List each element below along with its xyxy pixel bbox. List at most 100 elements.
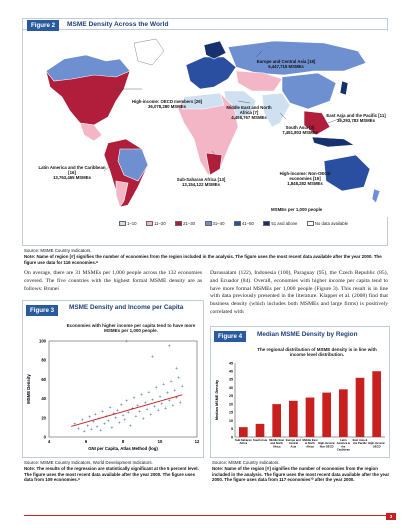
bar (289, 400, 298, 437)
legend-label: 41–50 (241, 221, 254, 227)
scatter-point: + (116, 408, 119, 413)
y-tick-label: 25 (229, 394, 233, 398)
body-text-right: Darussalam (122), Indonesia (100), Parag… (210, 270, 388, 315)
region-name: East Asia and the Pacific [11] (326, 113, 386, 118)
page-number: 3 (386, 513, 396, 520)
figure4-tag: Figure 4 (214, 331, 247, 342)
figure3-source: Source: MSME Country Indicators, World D… (24, 460, 153, 465)
southern-africa-shape (205, 152, 223, 176)
scatter-point: + (107, 418, 110, 423)
japan-shape (339, 80, 349, 96)
figure2-note: Note: Name of region [#] signifies the n… (24, 253, 382, 265)
legend-item: 51 and above (263, 221, 297, 227)
indonesia-shape (311, 136, 355, 148)
scatter-point: + (168, 398, 171, 403)
south-asia-shape (261, 92, 291, 128)
bar (355, 377, 365, 437)
se-asia-shape (303, 110, 331, 136)
mexico-shape (79, 122, 103, 142)
scatter-point: + (158, 394, 161, 399)
scatter-point: + (95, 424, 98, 429)
russia-shape (227, 40, 367, 76)
scatter-point: + (101, 408, 104, 413)
china-shape (281, 72, 337, 110)
y-tick-label: 20 (229, 402, 233, 406)
legend-label: No data available (314, 221, 349, 227)
scatter-point: + (164, 406, 167, 411)
greenland-shape (133, 38, 165, 66)
y-tick-label: 20 (41, 415, 46, 420)
region-value: 4,498,767 MSMEs (231, 115, 267, 120)
scatter-point: + (171, 403, 174, 408)
scatter-point: + (153, 404, 156, 409)
new-zealand-shape (371, 188, 381, 204)
label-latin-america: Latin America and the Caribbean [16] 13,… (35, 165, 109, 180)
scatter-point: + (177, 375, 180, 380)
label-non-oecd: High-income: Non-OECD economies [19] 1,8… (275, 171, 335, 186)
scatter-point: + (81, 417, 84, 422)
scatter-point: + (105, 413, 108, 418)
plot-area (48, 340, 198, 438)
figure4-bar-chart: 0 5 10 15 20 25 30 35 40 45 Sub-Saharan AfricaSouth… (215, 361, 385, 451)
category-label: Middle East & North Africa (303, 438, 318, 448)
scatter-point: + (144, 400, 147, 405)
brazil-shape (117, 148, 149, 182)
legend-label: 21–30 (183, 221, 196, 227)
region-value: 39,293,783 MSMEs (337, 118, 375, 123)
legend-item: 41–50 (233, 221, 254, 227)
category-label: Middle East and North Africa (269, 438, 284, 448)
figure2-caption: Source: MSME Country Indicators. Note: N… (24, 248, 388, 265)
scatter-point: + (156, 408, 159, 413)
y-tick-label: 35 (229, 378, 233, 382)
bar (255, 423, 265, 437)
legend-swatch (233, 221, 241, 227)
x-tick-label: 8 (122, 439, 125, 444)
scatter-point: + (127, 409, 130, 414)
scandinavia-shape (203, 40, 227, 60)
scatter-point: + (136, 403, 139, 408)
bar (272, 404, 281, 437)
scatter-point: + (94, 411, 97, 416)
label-mena: Middle East and North Africa [7] 4,498,7… (221, 105, 277, 120)
legend-label: 11–20 (154, 221, 166, 227)
legend-item: 1–10 (119, 221, 137, 227)
y-tick-label: 30 (229, 386, 233, 390)
legend-swatch (175, 221, 183, 227)
scatter-point: + (179, 400, 182, 405)
category-label: Europe and Central Asia (286, 438, 301, 448)
scatter-point: + (175, 365, 178, 370)
y-tick-label: 40 (41, 396, 46, 401)
figure4: Figure 4 Median MSME Density by Region T… (210, 326, 390, 458)
y-axis-label: MSME Density (26, 374, 31, 404)
scatter-point: + (99, 428, 102, 433)
argentina-shape (115, 180, 129, 208)
bar (239, 427, 248, 437)
scatter-point: + (166, 390, 169, 395)
map-legend-title: MSMEs per 1,000 people (271, 207, 323, 212)
legend-item: No data available (306, 221, 349, 227)
y-tick-label: 40 (229, 370, 233, 374)
x-tick-label: 10 (158, 439, 163, 444)
y-tick-label: 0 (231, 435, 233, 439)
scatter-point: + (132, 395, 135, 400)
label-east-asia: East Asia and the Pacific [11] 39,293,78… (323, 113, 389, 123)
figure3-subtitle: Economies with higher income per capita … (66, 323, 196, 334)
scatter-point: + (151, 354, 154, 359)
figure2-header: Figure 2 MSME Density Across the World (23, 19, 387, 31)
figure4-source: Source: MSME Country Indicators. (212, 460, 280, 465)
legend-item: 31–40 (204, 221, 224, 227)
australia-shape (323, 154, 371, 192)
x-axis-label: GNI per Capita, Atlas Method (log) (88, 446, 158, 451)
scatter-point: + (140, 392, 143, 397)
y-tick-label: 5 (231, 427, 233, 431)
figure2: Figure 2 MSME Density Across the World (22, 18, 388, 246)
y-tick-label: 100 (39, 339, 47, 344)
y-tick-label: 80 (41, 358, 46, 363)
scatter-point: + (155, 384, 158, 389)
figure3-tag: Figure 3 (26, 305, 59, 316)
figure3: Figure 3 MSME Density and Income per Cap… (22, 300, 204, 458)
region-name: South Asia [3] (285, 125, 315, 130)
figure2-tag: Figure 2 (27, 20, 60, 31)
region-name: Sub-Saharan Africa [13] (176, 177, 226, 182)
